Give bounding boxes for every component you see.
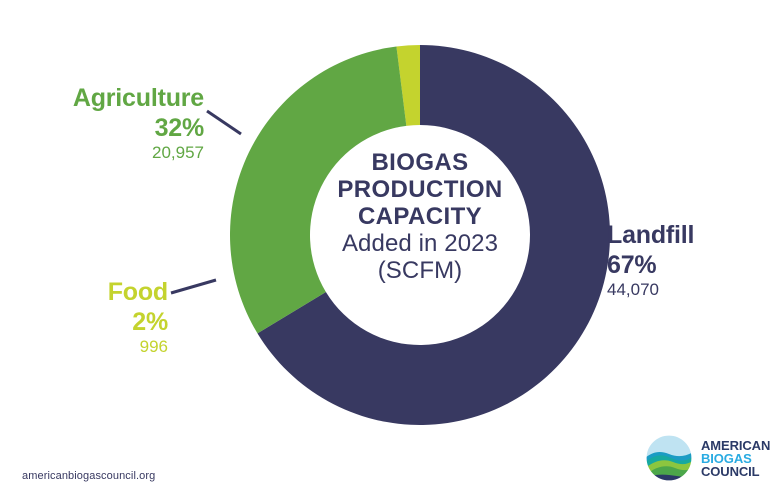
donut-chart (230, 45, 610, 425)
callout-landfill-percent: 67% (607, 250, 657, 279)
american-biogas-council-logo[interactable]: AMERICAN BIOGAS COUNCIL (645, 430, 770, 486)
logo-line-council: COUNCIL (701, 463, 760, 479)
logo-line-american: AMERICAN (701, 437, 770, 453)
callout-agriculture[interactable]: Agriculture 32% 20,957 (52, 84, 204, 163)
callout-agriculture-value: 20,957 (152, 143, 204, 162)
footer-website-url[interactable]: americanbiogascouncil.org (22, 470, 156, 482)
callout-landfill-value: 44,070 (607, 280, 659, 299)
callout-landfill[interactable]: Landfill 67% 44,070 (607, 221, 757, 300)
callout-landfill-name: Landfill (607, 221, 695, 249)
donut-slice-food[interactable] (396, 45, 420, 126)
donut-slice-agriculture[interactable] (230, 46, 407, 334)
logo-wordmark: AMERICAN BIOGAS COUNCIL (701, 439, 770, 478)
donut-chart-svg (230, 45, 610, 425)
callout-food[interactable]: Food 2% 996 (80, 278, 168, 357)
callout-food-name: Food (107, 278, 168, 306)
leader-line-food (170, 278, 217, 295)
donut-slice-landfill[interactable] (257, 45, 610, 425)
logo-line-biogas: BIOGAS (701, 450, 752, 466)
callout-agriculture-percent: 32% (154, 113, 205, 142)
callout-food-value: 996 (139, 337, 168, 356)
circular-landscape-mark-icon (645, 434, 693, 482)
callout-food-percent: 2% (132, 307, 168, 336)
callout-agriculture-name: Agriculture (72, 84, 204, 112)
logo-circle-outline (645, 434, 693, 482)
